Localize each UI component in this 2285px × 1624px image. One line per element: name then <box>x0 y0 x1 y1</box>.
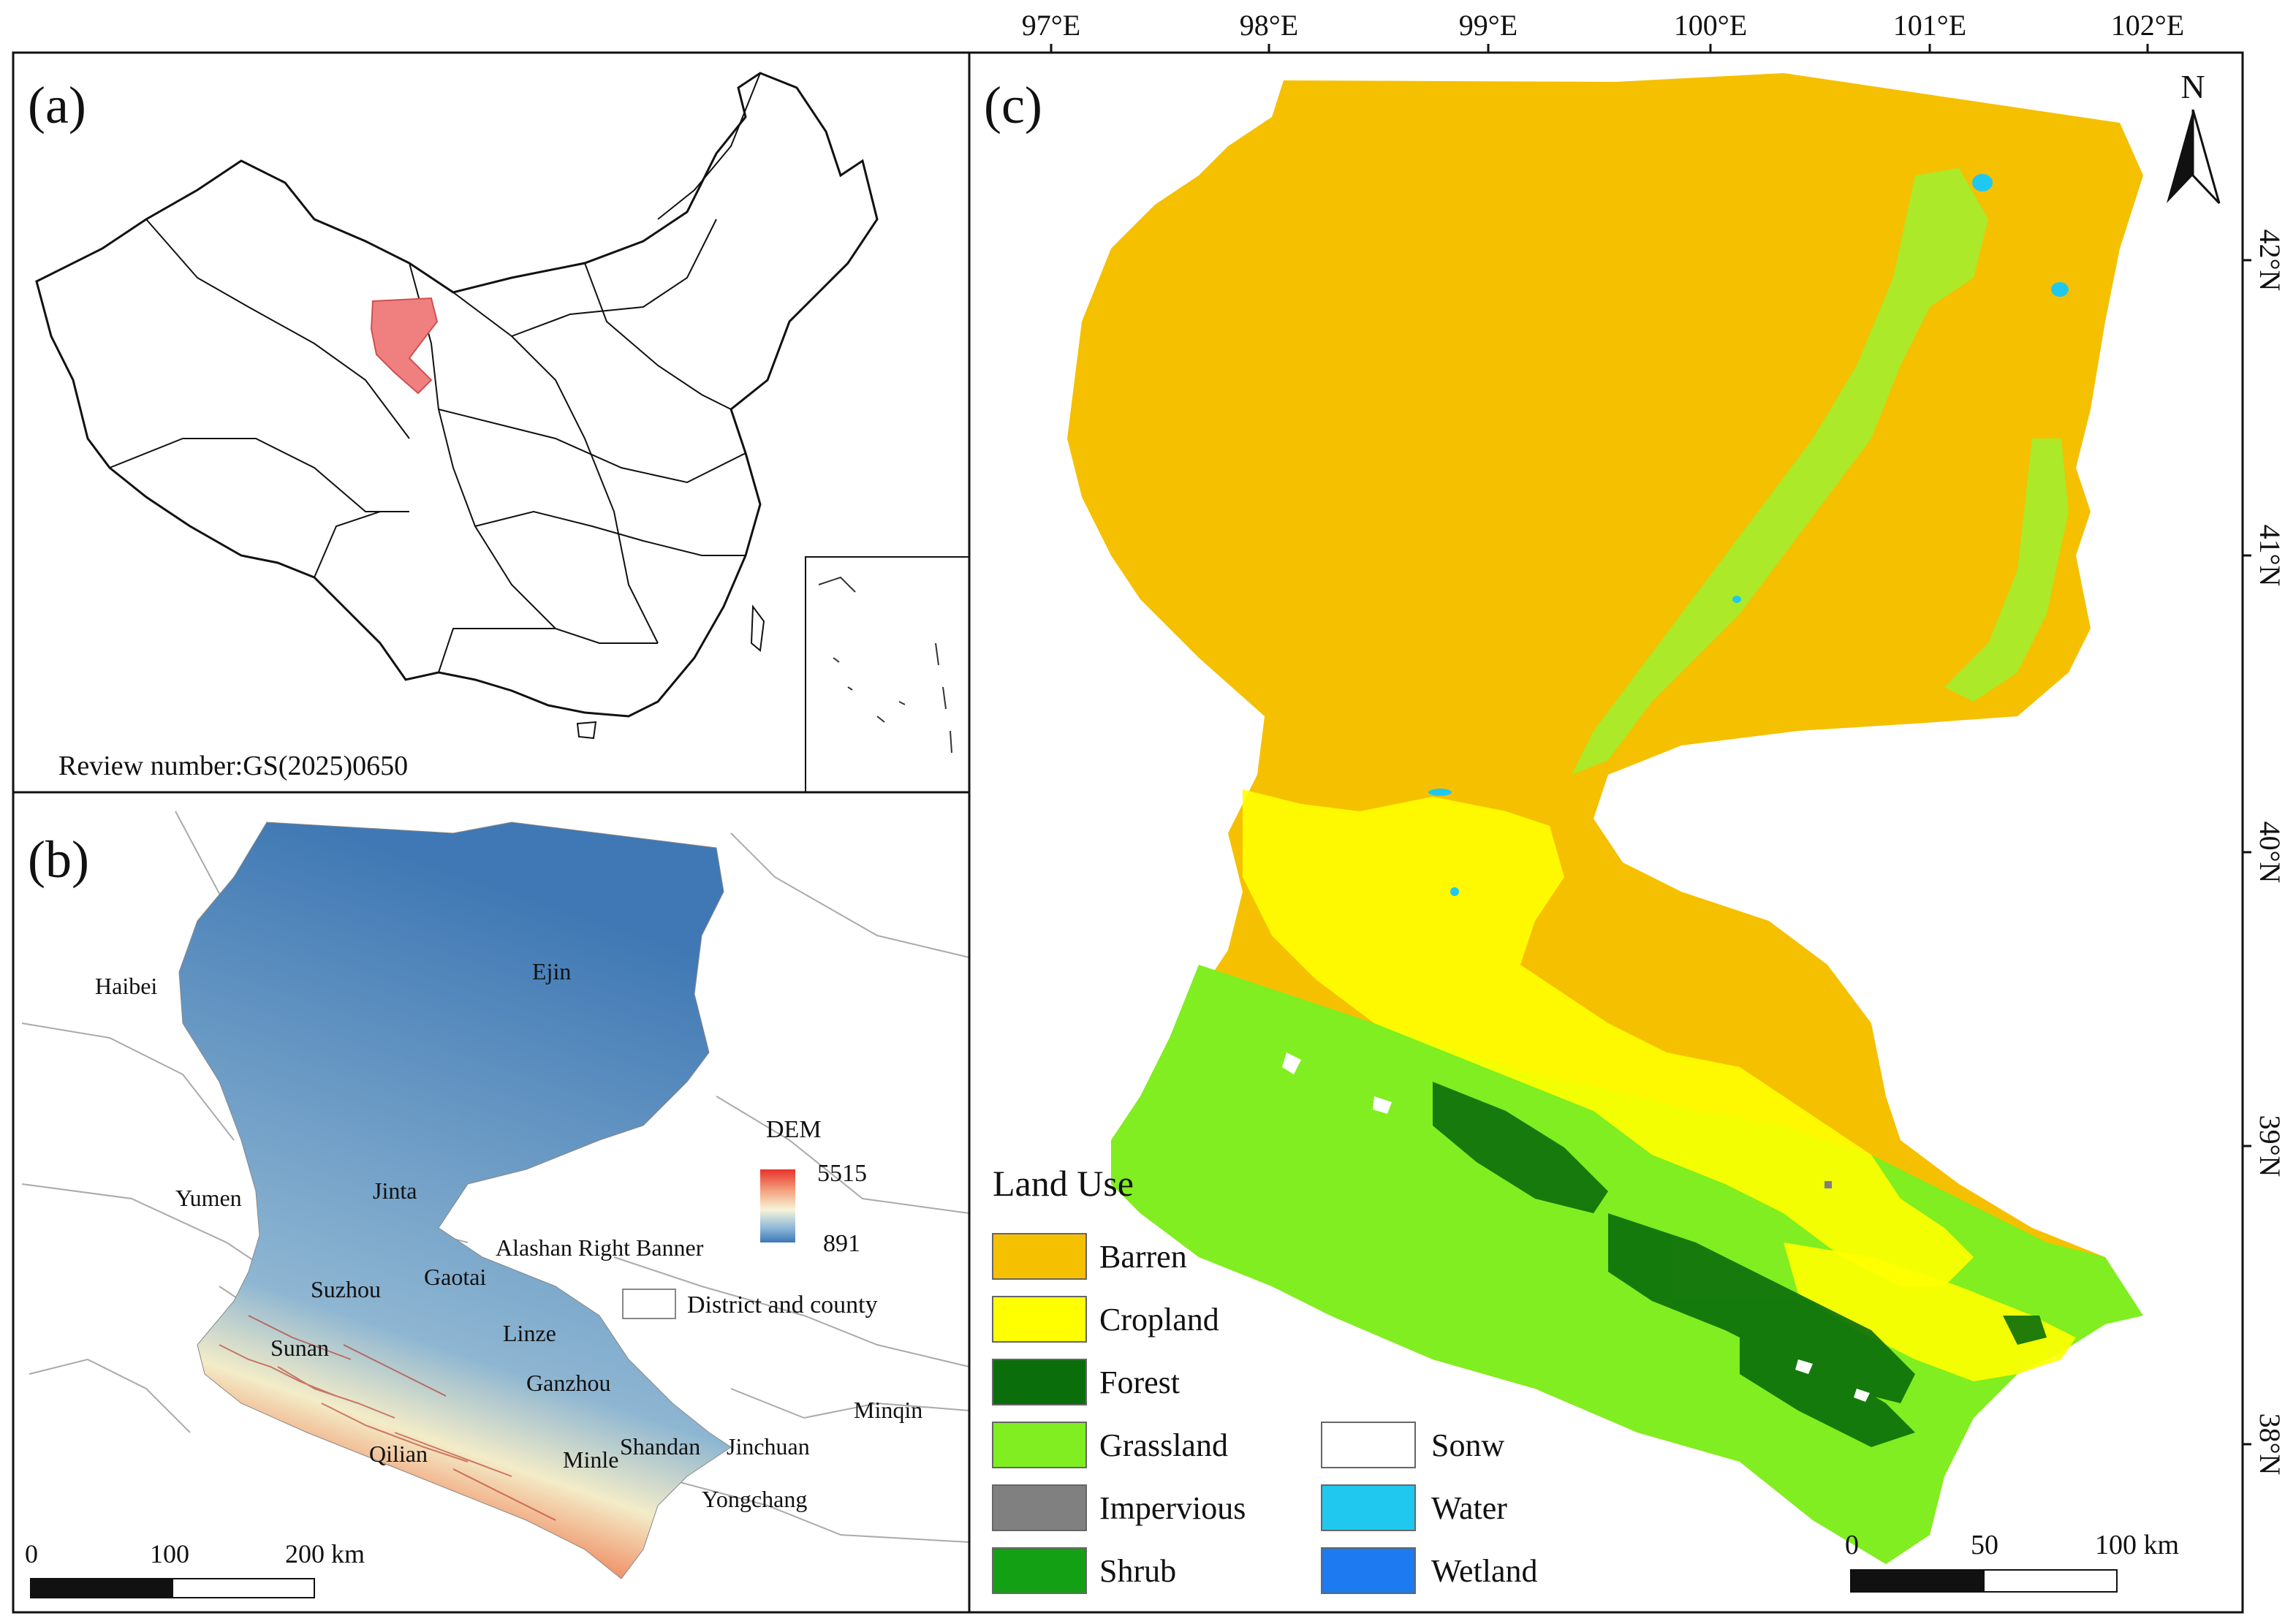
legend-label-barren: Barren <box>1099 1239 1187 1275</box>
legend-label-shrub: Shrub <box>1099 1553 1176 1589</box>
lat-40: 40°N <box>2254 822 2285 884</box>
panel-c-label: (c) <box>984 76 1042 134</box>
place-linze: Linze <box>503 1320 556 1346</box>
legend-swatch-shrub <box>992 1547 1087 1594</box>
scalebar-b-200: 200 km <box>285 1539 365 1568</box>
lat-38: 38°N <box>2254 1414 2285 1476</box>
legend-label-water: Water <box>1431 1490 1507 1526</box>
scalebar-b: 0 100 200 km <box>25 1539 365 1598</box>
lon-97: 97°E <box>1022 9 1080 42</box>
place-alashan: Alashan Right Banner <box>496 1234 704 1261</box>
boundary-legend-label: District and county <box>687 1291 878 1318</box>
china-outline <box>35 72 879 718</box>
hainan-island <box>576 721 597 740</box>
panel-a: (a) Review number:GS(2025)0650 <box>12 51 971 794</box>
taiwan-island <box>750 604 765 652</box>
scalebar-c-100: 100 km <box>2095 1530 2179 1560</box>
place-minle: Minle <box>563 1446 618 1473</box>
lon-100: 100°E <box>1674 9 1747 42</box>
landuse-legend: Land Use Barren Cropland Forest Grassland Im… <box>992 1163 1538 1594</box>
place-suzhou: Suzhou <box>311 1276 381 1302</box>
north-arrow: N <box>2167 68 2221 205</box>
lon-labels: 97°E 98°E 99°E 100°E 101°E 102°E <box>1022 9 2184 42</box>
landuse-water <box>1428 174 2069 896</box>
legend-swatch-grassland <box>992 1422 1087 1468</box>
province-boundaries <box>109 72 761 673</box>
inset-islands <box>818 576 952 754</box>
lon-98: 98°E <box>1240 9 1298 42</box>
place-haibei: Haibei <box>95 973 157 999</box>
place-gaotai: Gaotai <box>424 1264 486 1290</box>
place-yongchang: Yongchang <box>702 1486 807 1512</box>
lat-41: 41°N <box>2254 525 2285 587</box>
south-china-sea-inset <box>805 556 970 793</box>
highlight-region <box>370 297 439 395</box>
legend-label-grassland: Grassland <box>1099 1427 1228 1463</box>
legend-swatch-barren <box>992 1233 1087 1280</box>
landuse-cropland-middle <box>1243 789 1974 1286</box>
landuse-impervious <box>1824 1181 1832 1188</box>
place-qilian: Qilian <box>369 1441 428 1467</box>
lat-ticks <box>2243 259 2251 1446</box>
dem-min-label: 891 <box>823 1230 860 1257</box>
north-label: N <box>2180 68 2205 105</box>
dem-mountain-texture <box>219 1315 556 1521</box>
place-jinchuan: Jinchuan <box>727 1433 810 1460</box>
legend-swatch-cropland <box>992 1296 1087 1343</box>
legend-swatch-forest <box>992 1359 1087 1405</box>
lon-102: 102°E <box>2111 9 2184 42</box>
landuse-legend-title: Land Use <box>993 1163 1134 1204</box>
place-jinta: Jinta <box>373 1177 417 1204</box>
dem-legend-title: DEM <box>766 1116 822 1143</box>
landuse-forest <box>1433 1082 2047 1447</box>
legend-swatch-water <box>1321 1484 1416 1531</box>
panel-b-label: (b) <box>28 830 89 889</box>
landuse-cropland-east <box>1784 1242 2076 1381</box>
legend-swatch-wetland <box>1321 1547 1416 1594</box>
lat-39: 39°N <box>2254 1115 2285 1177</box>
legend-swatch-sonw <box>1321 1422 1416 1468</box>
panel-b: (b) Haibei Ejin Yumen Jinta Alashan Righ… <box>12 791 971 1614</box>
panel-c: 97°E 98°E 99°E 100°E 101°E 102°E 42°N 41… <box>968 9 2285 1614</box>
legend-label-wetland: Wetland <box>1431 1553 1538 1589</box>
boundary-swatch <box>622 1289 676 1319</box>
legend-label-impervious: Impervious <box>1099 1490 1246 1526</box>
landuse-snow <box>1282 1052 1870 1402</box>
dem-colorbar <box>760 1169 795 1242</box>
landuse-oasis-north <box>1572 168 1988 775</box>
place-ganzhou: Ganzhou <box>526 1370 611 1396</box>
lat-labels: 42°N 41°N 40°N 39°N 38°N <box>2254 229 2285 1476</box>
place-minqin: Minqin <box>854 1397 922 1423</box>
scalebar-b-0: 0 <box>25 1539 38 1568</box>
place-yumen: Yumen <box>175 1185 242 1211</box>
legend-swatch-impervious <box>992 1484 1087 1531</box>
scalebar-c: 0 50 100 km <box>1845 1530 2179 1593</box>
lon-ticks <box>1050 44 2149 53</box>
place-sunan: Sunan <box>270 1335 329 1361</box>
legend-label-sonw: Sonw <box>1431 1427 1504 1463</box>
lon-101: 101°E <box>1893 9 1966 42</box>
panel-a-label: (a) <box>28 76 86 134</box>
lon-99: 99°E <box>1459 9 1517 42</box>
review-number: Review number:GS(2025)0650 <box>58 751 408 781</box>
place-labels: Haibei Ejin Yumen Jinta Alashan Right Ba… <box>95 958 922 1512</box>
legend-label-forest: Forest <box>1099 1365 1180 1400</box>
scalebar-c-50: 50 <box>1971 1530 1998 1560</box>
place-ejin: Ejin <box>532 958 571 984</box>
place-shandan: Shandan <box>620 1433 700 1460</box>
scalebar-b-100: 100 <box>150 1539 189 1568</box>
legend-label-cropland: Cropland <box>1099 1302 1219 1337</box>
scalebar-c-0: 0 <box>1845 1530 1859 1560</box>
lat-42: 42°N <box>2254 229 2285 292</box>
dem-max-label: 5515 <box>817 1160 867 1187</box>
dem-legend: DEM 5515 891 District and county <box>622 1116 878 1319</box>
landuse-oasis-east <box>1944 439 2069 702</box>
landuse-map <box>1067 73 2143 1564</box>
